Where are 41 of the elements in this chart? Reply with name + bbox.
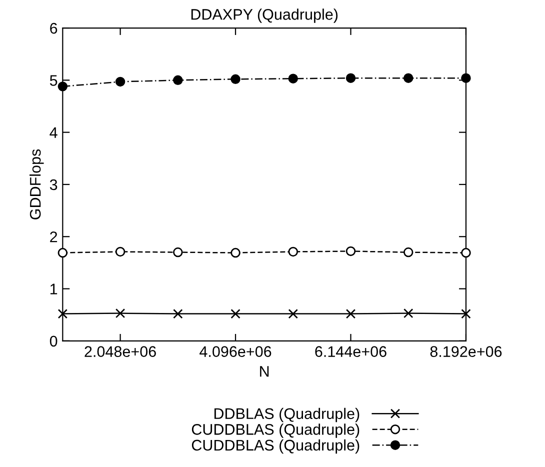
y-tick-label: 1 [50,284,58,294]
x-tick-label: 6.144e+06 [315,346,386,357]
point [461,308,471,319]
y-tick-label: 3 [50,179,58,190]
point [230,74,240,84]
point [58,308,68,319]
point [404,73,414,83]
y-tick-label: 6 [50,22,58,34]
point [173,75,183,86]
point [58,248,68,258]
legend-label: DDBLAS (Quadruple) [214,408,360,422]
point [58,82,68,92]
point [346,246,356,256]
point [288,308,298,319]
point [404,308,414,318]
x-axis-title: N [260,366,269,377]
chart-title: DDAXPY (Quadruple) [191,8,338,23]
x-tick-label: 4.096e+06 [200,346,272,357]
point [288,246,298,257]
point [115,76,126,87]
y-tick-label: 4 [50,127,58,138]
point [288,74,298,84]
x-tick-label: 2.048e+06 [84,346,156,357]
point [346,308,356,319]
y-tick-label: 0 [50,336,58,347]
y-axis-title: GDDFlops [30,149,44,220]
point [230,248,240,258]
point [461,248,471,258]
x-tick-label: 8.192e+06 [430,346,502,357]
point [230,308,240,319]
legend-label: CUDDBLAS (Quadruple) [192,439,360,454]
y-tick-label: 2 [50,231,58,242]
point [115,246,126,257]
point [461,73,471,83]
y-tick-label: 5 [50,75,58,86]
legend-label: CUDDBLAS (Quadruple) [192,424,360,438]
point [173,308,183,319]
point [404,247,414,258]
point [115,308,126,318]
point [173,247,183,258]
point [346,73,356,83]
